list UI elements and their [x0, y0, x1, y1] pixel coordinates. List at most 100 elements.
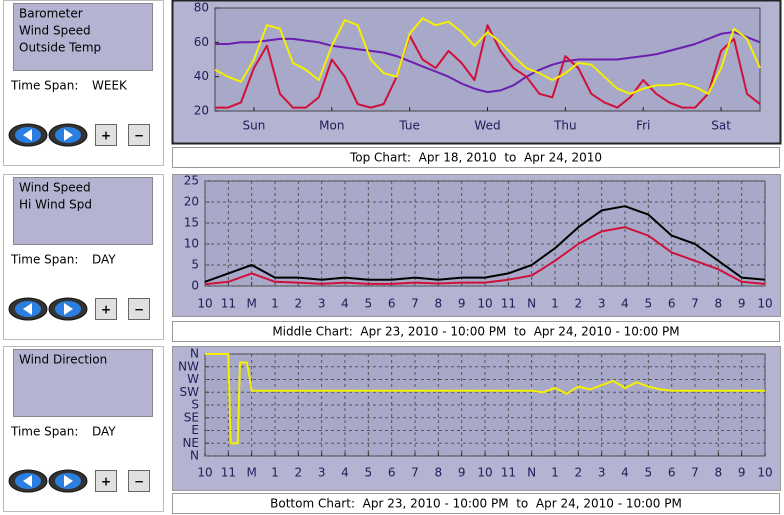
y-tick-label: 10: [184, 237, 199, 251]
x-tick-label: 10: [757, 297, 772, 311]
x-tick-label: 8: [715, 297, 723, 311]
x-tick-label: Sat: [711, 119, 731, 133]
x-tick-label: 2: [575, 466, 583, 480]
time-span-label: Time Span:: [10, 425, 78, 439]
series-list[interactable]: [13, 3, 153, 71]
x-tick-label: 7: [411, 466, 419, 480]
series-list-item[interactable]: Hi Wind Spd: [19, 198, 92, 212]
series-line: [204, 205, 766, 283]
chart-caption-box: [172, 147, 780, 168]
series-list-item[interactable]: Outside Temp: [19, 41, 101, 55]
x-tick-label: 10: [477, 297, 492, 311]
time-span-value: WEEK: [92, 79, 128, 93]
series-list[interactable]: [13, 349, 153, 417]
x-tick-label: 7: [691, 297, 699, 311]
x-tick-label: 1: [551, 466, 559, 480]
y-tick-label: NW: [178, 359, 199, 373]
plot-area: [214, 7, 761, 112]
zoom-out-button-label: −: [134, 475, 144, 489]
zoom-in-button[interactable]: [95, 470, 117, 492]
x-tick-label: Fri: [636, 119, 650, 133]
x-tick-label: 6: [668, 466, 676, 480]
x-tick-label: 10: [197, 297, 212, 311]
x-tick-label: 5: [365, 466, 373, 480]
x-tick-label: 9: [458, 297, 466, 311]
zoom-out-button-label: −: [134, 129, 144, 143]
x-tick-label: 5: [645, 466, 653, 480]
x-tick-label: 1: [271, 297, 279, 311]
x-tick-label: Tue: [398, 119, 420, 133]
x-tick-label: 1: [271, 466, 279, 480]
y-tick-label: NE: [182, 436, 199, 450]
x-tick-label: 11: [501, 466, 516, 480]
y-tick-label: S: [191, 398, 199, 412]
x-tick-label: 4: [621, 297, 629, 311]
x-tick-label: 11: [221, 466, 236, 480]
time-span-value: DAY: [92, 425, 116, 439]
x-tick-label: 8: [435, 297, 443, 311]
series-list-item[interactable]: Wind Speed: [19, 181, 91, 195]
x-tick-label: 7: [691, 466, 699, 480]
y-tick-label: 5: [191, 258, 199, 272]
x-tick-label: 11: [221, 297, 236, 311]
zoom-out-button[interactable]: [128, 470, 150, 492]
chart-caption-box: [172, 321, 780, 342]
series-line: [204, 226, 766, 286]
x-tick-label: Thu: [553, 119, 577, 133]
series-list-item[interactable]: Wind Direction: [19, 353, 107, 367]
y-tick-label: 80: [194, 1, 209, 15]
y-tick-label: 15: [184, 216, 199, 230]
x-tick-label: 10: [197, 466, 212, 480]
y-tick-label: 20: [194, 104, 209, 118]
x-tick-label: 10: [757, 466, 772, 480]
x-tick-label: M: [246, 297, 256, 311]
y-tick-label: SW: [180, 385, 200, 399]
x-tick-label: Wed: [474, 119, 500, 133]
y-tick-label: 40: [194, 69, 209, 83]
time-span-label: Time Span:: [10, 253, 78, 267]
plot-area: [204, 180, 766, 287]
zoom-in-button[interactable]: [95, 124, 117, 146]
x-tick-label: 5: [645, 297, 653, 311]
arrow-icon: [23, 475, 32, 487]
x-tick-label: 9: [738, 466, 746, 480]
y-tick-label: 0: [191, 279, 199, 293]
zoom-in-button[interactable]: [95, 298, 117, 320]
arrow-icon: [23, 129, 32, 141]
zoom-in-button-label: +: [101, 303, 111, 317]
series-line: [214, 17, 761, 95]
series-list[interactable]: [13, 177, 153, 245]
zoom-out-button[interactable]: [128, 124, 150, 146]
zoom-out-button-label: −: [134, 303, 144, 317]
x-tick-label: 10: [477, 466, 492, 480]
chart-caption: Top Chart: Apr 18, 2010 to Apr 24, 2010: [349, 151, 602, 165]
time-span-label: Time Span:: [10, 79, 78, 93]
y-tick-label: N: [190, 449, 199, 463]
arrow-icon: [23, 303, 32, 315]
x-tick-label: 8: [435, 466, 443, 480]
chart-caption: Middle Chart: Apr 23, 2010 - 10:00 PM to…: [272, 325, 679, 339]
x-tick-label: 9: [458, 466, 466, 480]
y-tick-label: 25: [184, 174, 199, 188]
x-tick-label: Sun: [243, 119, 266, 133]
y-tick-label: 20: [184, 195, 199, 209]
x-tick-label: 2: [295, 297, 303, 311]
series-list-item[interactable]: Wind Speed: [19, 24, 91, 38]
arrow-icon: [64, 303, 73, 315]
x-tick-label: 1: [551, 297, 559, 311]
x-tick-label: 2: [575, 297, 583, 311]
series-line: [205, 353, 765, 445]
arrow-icon: [64, 129, 73, 141]
x-tick-label: 9: [738, 297, 746, 311]
x-tick-label: N: [527, 466, 536, 480]
zoom-out-button[interactable]: [128, 298, 150, 320]
y-tick-label: W: [187, 372, 199, 386]
series-list-item[interactable]: Barometer: [19, 7, 83, 21]
x-tick-label: 4: [341, 466, 349, 480]
x-tick-label: 4: [341, 297, 349, 311]
x-tick-label: 8: [715, 466, 723, 480]
x-tick-label: 6: [388, 297, 396, 311]
y-tick-label: N: [190, 347, 199, 361]
x-tick-label: 3: [318, 297, 326, 311]
